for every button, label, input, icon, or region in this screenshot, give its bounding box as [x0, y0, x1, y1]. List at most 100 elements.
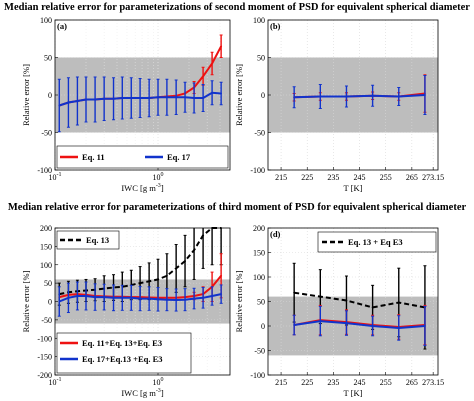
data-point: [157, 96, 159, 99]
y-tick-label: -100: [250, 371, 265, 380]
legend-label: Eq. 11+Eq. 13+Eq. E3: [82, 338, 162, 348]
panel-d: -100 -50 0 50 100 150 200 215 225 235 245 255 265 273…: [234, 224, 444, 398]
data-point: [165, 96, 168, 99]
data-point: [85, 295, 87, 297]
data-point: [148, 297, 151, 300]
y-tick-label: 0: [261, 322, 265, 331]
x-tick-label: 273.15: [422, 173, 444, 182]
x-tick-label: 235: [327, 378, 339, 387]
data-point: [371, 306, 374, 309]
x-tick-label: 215: [275, 378, 287, 387]
data-point: [165, 274, 168, 277]
data-point: [319, 320, 322, 322]
data-point: [345, 322, 348, 324]
data-point: [193, 249, 195, 251]
y-tick-label: -100: [37, 166, 52, 175]
x-tick-label: 273.15: [422, 378, 444, 387]
row-title-second-moment: Median relative error for parameterizati…: [4, 2, 470, 13]
x-axis-label: T [K]: [344, 183, 363, 193]
y-tick-label: 0: [261, 91, 265, 100]
data-point: [424, 94, 426, 96]
legend-label: Eq. 17: [167, 152, 191, 162]
panel-label: (d): [270, 229, 281, 239]
y-tick-label: 50: [44, 54, 52, 63]
y-tick-label: 50: [257, 298, 265, 307]
data-point: [112, 296, 115, 299]
y-tick-label: -50: [254, 129, 265, 138]
y-axis-label: Relative error [%]: [21, 64, 31, 126]
data-point: [371, 94, 374, 97]
data-point: [67, 101, 70, 104]
data-point: [139, 297, 141, 300]
y-tick-label: -50: [254, 347, 265, 356]
y-tick-label: -100: [37, 334, 52, 343]
legend-label: Eq. 13 + Eq E3: [348, 237, 403, 247]
y-axis-label: Relative error [%]: [234, 270, 244, 332]
data-point: [319, 295, 322, 298]
data-point: [165, 298, 168, 301]
data-point: [157, 278, 159, 281]
x-tick-label: 100: [153, 377, 164, 387]
panel-label: (a): [57, 21, 67, 31]
x-tick-label: 255: [380, 378, 392, 387]
data-point: [175, 96, 178, 99]
y-tick-label: 100: [253, 273, 265, 282]
data-point: [103, 296, 106, 298]
series-line-eq-13-eq-e3: [294, 291, 426, 309]
data-point: [319, 95, 322, 98]
data-point: [424, 325, 426, 327]
data-point: [157, 298, 159, 301]
y-axis-label: Relative error [%]: [234, 64, 244, 126]
x-tick-label: 245: [354, 173, 366, 182]
x-tick-label: 10-1: [49, 377, 62, 387]
data-point: [94, 296, 96, 298]
data-point: [175, 299, 178, 301]
data-point: [148, 280, 151, 283]
legend-box: [56, 145, 229, 169]
data-point: [220, 92, 223, 95]
x-tick-label: 100: [153, 172, 164, 182]
data-point: [202, 296, 204, 299]
data-point: [397, 327, 400, 329]
data-point: [211, 91, 213, 94]
data-point: [371, 325, 374, 327]
data-point: [220, 45, 223, 48]
data-point: [112, 97, 115, 100]
data-point: [202, 97, 204, 99]
data-point: [139, 282, 141, 285]
x-tick-label: 225: [301, 173, 313, 182]
data-point: [94, 98, 96, 101]
data-point: [345, 95, 348, 98]
data-point: [220, 274, 223, 277]
data-point: [148, 97, 151, 99]
y-tick-label: -50: [41, 316, 52, 325]
x-tick-label: 10-1: [49, 172, 62, 182]
x-tick-label: 245: [354, 378, 366, 387]
data-point: [293, 96, 296, 99]
x-tick-label: 215: [275, 173, 287, 182]
row-title-third-moment: Median relative error for parameterizati…: [8, 202, 467, 213]
series-line-series-2: [294, 320, 425, 330]
x-tick-label: 265: [406, 173, 418, 182]
y-tick-label: 50: [44, 279, 52, 288]
legend-box: [56, 332, 192, 374]
data-point: [58, 104, 61, 107]
y-tick-label: 0: [48, 298, 52, 307]
data-point: [139, 97, 141, 99]
y-tick-label: -100: [250, 166, 265, 175]
panel-label: (b): [270, 21, 281, 31]
data-point: [103, 97, 106, 100]
data-point: [211, 295, 213, 297]
data-point: [293, 324, 296, 326]
x-axis-label: IWC [g m-3]: [121, 388, 163, 398]
legend-label: Eq. 17+Eq.13 +Eq. E3: [82, 354, 163, 364]
data-point: [184, 260, 186, 262]
y-axis-label: Relative error [%]: [21, 270, 31, 332]
data-point: [184, 96, 186, 99]
data-point: [193, 97, 195, 99]
y-tick-label: 150: [253, 249, 265, 258]
data-point: [58, 300, 61, 303]
x-tick-label: 235: [327, 173, 339, 182]
data-point: [130, 97, 133, 99]
